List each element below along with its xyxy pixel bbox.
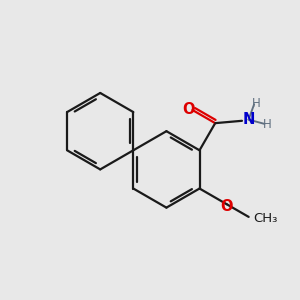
Text: H: H <box>252 97 261 110</box>
Text: O: O <box>183 102 195 117</box>
Text: H: H <box>263 118 272 131</box>
Text: O: O <box>220 199 233 214</box>
Text: N: N <box>242 112 255 127</box>
Text: CH₃: CH₃ <box>253 212 278 225</box>
